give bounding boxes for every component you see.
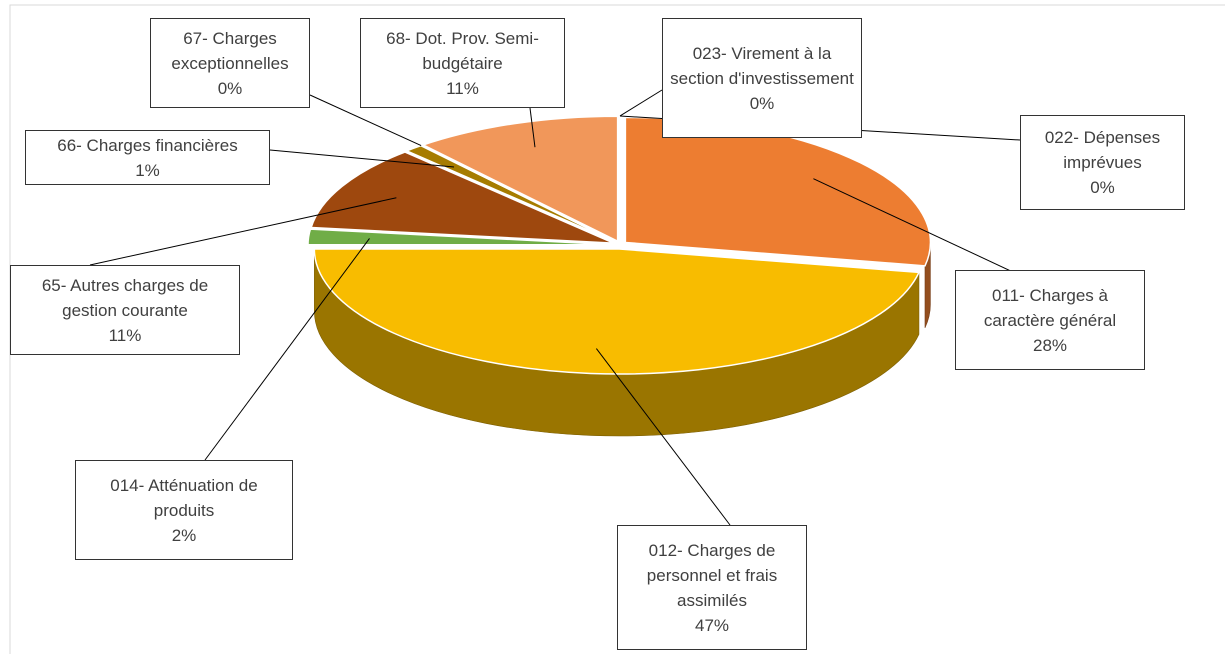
leader-line	[595, 348, 731, 526]
label-name: 67- Charges exceptionnelles	[171, 28, 289, 73]
leader-line	[204, 238, 370, 461]
data-label: 022- Dépenses imprévues 0%	[1020, 115, 1185, 210]
data-label: 011- Charges à caractère général 28%	[955, 270, 1145, 370]
label-name: 023- Virement à la section d'investissem…	[670, 43, 854, 88]
label-value: 11%	[108, 325, 142, 345]
label-name: 011- Charges à caractère général	[983, 285, 1117, 330]
label-value: 47%	[694, 615, 730, 635]
label-text: 67- Charges exceptionnelles 0%	[157, 26, 303, 101]
slice	[310, 151, 615, 244]
slice	[313, 248, 921, 375]
slice	[421, 115, 619, 243]
label-value: 28%	[1032, 335, 1068, 355]
label-name: 014- Atténuation de produits	[110, 475, 258, 520]
label-value: 11%	[446, 78, 479, 98]
leader-line	[89, 197, 397, 266]
label-value: 2%	[171, 525, 197, 545]
data-label: 023- Virement à la section d'investissem…	[662, 18, 862, 138]
leader-line	[619, 89, 663, 117]
label-text: 023- Virement à la section d'investissem…	[669, 41, 855, 116]
label-name: 68- Dot. Prov. Semi-budgétaire	[386, 28, 539, 73]
label-text: 68- Dot. Prov. Semi-budgétaire 11%	[367, 26, 558, 101]
leader-line	[529, 107, 536, 148]
leader-line	[269, 149, 455, 168]
label-text: 014- Atténuation de produits 2%	[82, 473, 286, 548]
leader-line	[309, 94, 422, 147]
slice	[420, 144, 616, 243]
label-text: 66- Charges financières 1%	[57, 133, 237, 183]
label-name: 022- Dépenses imprévues	[1044, 128, 1161, 172]
label-text: 011- Charges à caractère général 28%	[962, 283, 1138, 358]
label-text: 022- Dépenses imprévues 0%	[1027, 125, 1178, 200]
data-label: 012- Charges de personnel et frais assim…	[617, 525, 807, 650]
slice	[624, 116, 932, 267]
label-name: 65- Autres charges de gestion courante	[41, 275, 209, 320]
label-name: 012- Charges de personnel et frais assim…	[646, 540, 778, 610]
label-value: 0%	[1090, 178, 1115, 197]
label-text: 65- Autres charges de gestion courante 11…	[17, 273, 233, 348]
pie-tops	[307, 115, 932, 375]
label-value: 0%	[217, 78, 243, 98]
label-value: 0%	[749, 93, 775, 113]
label-name: 66- Charges financières	[57, 135, 238, 155]
leader-line	[813, 178, 1031, 281]
data-label: 65- Autres charges de gestion courante 11…	[10, 265, 240, 355]
label-text: 012- Charges de personnel et frais assim…	[624, 538, 800, 638]
data-label: 66- Charges financières 1%	[25, 130, 270, 185]
slice	[307, 228, 614, 246]
data-label: 67- Charges exceptionnelles 0%	[150, 18, 310, 108]
data-label: 68- Dot. Prov. Semi-budgétaire 11%	[360, 18, 565, 108]
data-label: 014- Atténuation de produits 2%	[75, 460, 293, 560]
label-value: 1%	[135, 160, 160, 180]
